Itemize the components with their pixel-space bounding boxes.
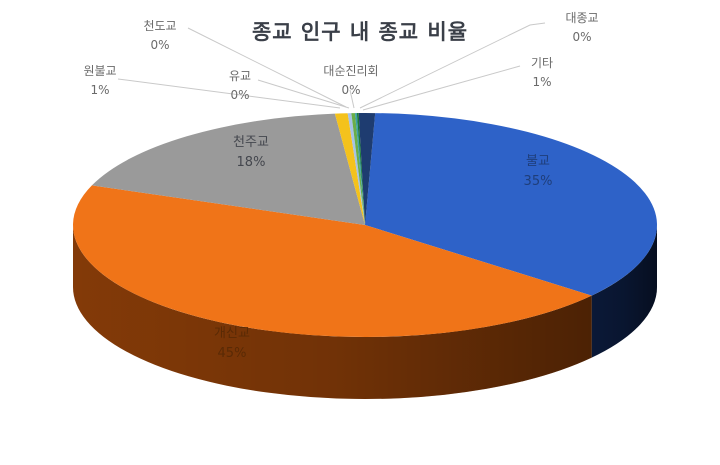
pie-slice-개신교[interactable] [73, 185, 592, 337]
label-pct: 0% [572, 30, 592, 44]
pie-slice-천주교[interactable] [91, 113, 366, 225]
label-pct: 0% [230, 88, 250, 102]
label-name: 개신교 [214, 326, 250, 341]
pie-sides [73, 225, 657, 399]
pie-slice-대종교[interactable] [356, 113, 365, 225]
label-name: 천도교 [143, 19, 177, 33]
chart-title: 종교 인구 내 종교 비율 [251, 20, 469, 44]
leader-line-wonbulgyo [117, 78, 341, 109]
label-name: 원불교 [83, 64, 117, 78]
pie-slice-천도교[interactable] [347, 113, 365, 225]
label-pct: 0% [150, 38, 170, 52]
data-label-gita: 기타 1% [531, 54, 553, 92]
pie-slice-유교[interactable] [351, 113, 365, 225]
leader-line-cheondogyo [187, 27, 347, 108]
data-label-cheondogyo: 천도교 0% [143, 17, 176, 55]
pie-side-shade [591, 225, 657, 358]
leader-lines [117, 22, 546, 111]
leader-line-daesun [349, 89, 355, 109]
pie-slice-기타[interactable] [358, 113, 376, 225]
pie-slice-불교[interactable] [365, 113, 657, 296]
label-pct: 1% [90, 83, 110, 97]
leader-line-gita [362, 65, 521, 111]
label-name: 기타 [530, 56, 554, 70]
data-label-daejonggyo: 대종교 0% [565, 9, 598, 47]
label-pct: 1% [532, 75, 552, 89]
pie-slice-대순진리회[interactable] [355, 113, 365, 225]
leader-line-yugyo [257, 79, 350, 109]
pie-side-shade [73, 225, 592, 399]
label-name: 천주교 [233, 135, 269, 150]
data-label-wonbulgyo: 원불교 1% [83, 62, 116, 100]
data-label-yugyo: 유교 0% [229, 67, 251, 105]
pie-slices [73, 113, 657, 337]
data-label-gaesingyo: 개신교 45% [214, 324, 250, 364]
label-name: 대종교 [565, 11, 599, 25]
label-name: 불교 [526, 154, 550, 169]
label-pct: 18% [236, 155, 266, 170]
label-pct: 0% [341, 83, 361, 97]
pie-slice-원불교[interactable] [334, 113, 365, 225]
label-pct: 35% [523, 174, 553, 189]
label-pct: 45% [217, 346, 247, 361]
label-name: 대순진리회 [323, 64, 379, 78]
data-label-cheonjugyo: 천주교 18% [233, 133, 269, 173]
leader-line-daejonggyo [359, 22, 546, 109]
data-label-bulgyo: 불교 35% [524, 152, 553, 192]
label-name: 유교 [228, 69, 252, 83]
data-label-daesun: 대순진리회 0% [323, 62, 378, 100]
